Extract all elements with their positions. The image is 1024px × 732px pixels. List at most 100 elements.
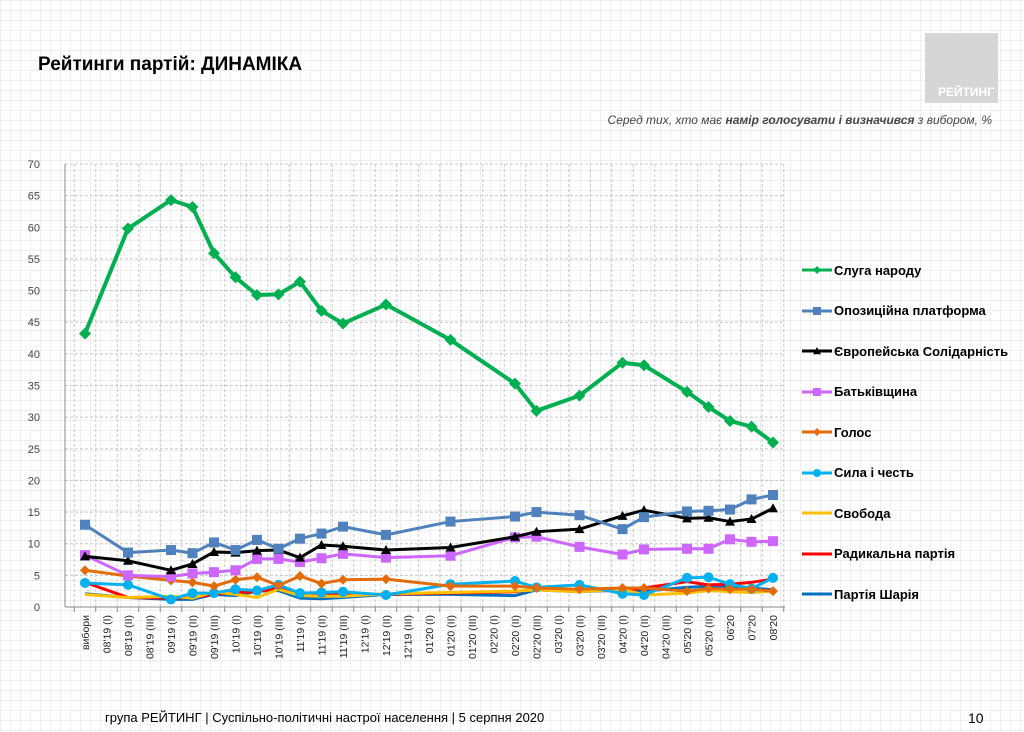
y-tick-label: 60 [28, 222, 40, 234]
diamond-marker [638, 359, 650, 372]
diamond-marker [315, 304, 328, 317]
square-marker [230, 565, 241, 576]
triangle-marker [510, 531, 520, 541]
x-tick-label: 02'20 (II) [510, 615, 522, 656]
diamond-marker [702, 401, 715, 414]
legend-swatch [802, 511, 832, 515]
square-marker [316, 528, 327, 539]
diamond-marker [445, 581, 456, 592]
diamond-marker [616, 356, 629, 369]
diamond-marker [209, 581, 219, 592]
logo-text: РЕЙТИНГ [937, 85, 994, 99]
square-marker [639, 544, 649, 555]
diamond-marker [186, 201, 199, 214]
diamond-marker [316, 578, 327, 589]
square-marker [682, 543, 692, 554]
x-tick-label: 09'19 (II) [188, 615, 200, 656]
diamond-marker [813, 266, 821, 275]
subtitle-bold: намір голосувати і визначився [725, 113, 915, 127]
square-marker [445, 550, 456, 561]
triangle-marker [381, 545, 391, 555]
y-tick-label: 35 [28, 381, 40, 393]
triangle-marker [252, 545, 262, 555]
diamond-marker [573, 389, 586, 402]
x-tick-label: 07'20 [747, 615, 759, 641]
circle-marker [166, 594, 176, 605]
square-marker [703, 505, 714, 516]
y-tick-label: 15 [28, 507, 40, 519]
square-marker [813, 306, 821, 315]
square-marker [768, 536, 778, 547]
y-tick-label: 30 [28, 412, 40, 424]
square-marker [574, 541, 585, 552]
triangle-marker [338, 541, 348, 551]
triangle-marker [768, 503, 778, 513]
square-marker [531, 507, 542, 518]
x-tick-label: 01'20 (II) [446, 615, 458, 656]
legend-item: Європейська Солідарність [802, 331, 1008, 372]
x-tick-label: 04'20 (III) [661, 615, 673, 659]
x-tick-label: 08'19 (I) [102, 615, 114, 653]
legend-item: Батьківщина [802, 372, 1008, 413]
circle-marker [209, 588, 219, 599]
legend-label: Партія Шарія [834, 586, 919, 602]
square-marker [252, 534, 262, 545]
legend-swatch [802, 428, 832, 437]
triangle-marker [209, 546, 219, 556]
diamond-marker [229, 271, 242, 284]
x-tick-label: вибори [80, 615, 92, 650]
triangle-marker [80, 551, 90, 561]
y-tick-label: 10 [28, 539, 40, 551]
circle-marker [703, 572, 714, 583]
diamond-marker [295, 570, 305, 581]
diamond-marker [338, 574, 348, 585]
diamond-marker [230, 574, 241, 585]
square-marker [123, 570, 133, 581]
subtitle-post: з вибором, % [914, 113, 992, 127]
diamond-marker [122, 222, 134, 235]
diamond-marker [768, 586, 778, 597]
legend-item: Партія Шарія [802, 574, 1008, 615]
x-tick-label: 06'20 [725, 615, 737, 641]
diamond-marker [639, 583, 649, 594]
x-tick-label: 08'20 [768, 615, 780, 641]
square-marker [531, 531, 542, 542]
legend-swatch [802, 266, 832, 275]
legend-label: Європейська Солідарність [834, 343, 1009, 359]
x-tick-label: 11'19 (II) [317, 615, 329, 655]
series-3 [80, 531, 778, 582]
legend-swatch [802, 552, 832, 556]
triangle-marker [445, 542, 456, 552]
square-marker [617, 549, 628, 560]
circle-marker [617, 588, 628, 599]
circle-marker [639, 589, 649, 600]
square-marker [295, 533, 305, 544]
diamond-marker [746, 584, 757, 595]
square-marker [338, 521, 348, 532]
circle-marker [123, 579, 133, 590]
square-marker [682, 506, 692, 517]
x-tick-label: 12'19 (I) [360, 615, 372, 653]
square-marker [273, 553, 284, 564]
legend-label: Голос [834, 424, 872, 440]
legend-item: Опозиційна платформа [802, 291, 1008, 332]
diamond-marker [682, 586, 692, 597]
legend-item: Голос [802, 412, 1008, 453]
square-marker [617, 524, 628, 535]
square-marker [273, 543, 284, 554]
x-tick-label: 03'20 (III) [596, 615, 608, 659]
x-tick-label: 12'19 (II) [381, 615, 393, 656]
circle-marker [252, 585, 262, 596]
x-tick-label: 03'20 (II) [575, 615, 587, 656]
triangle-marker [813, 347, 821, 355]
x-tick-label: 01'20 (III) [467, 615, 479, 659]
triangle-marker [574, 524, 585, 534]
square-marker [166, 571, 176, 582]
x-tick-label: 09'19 (III) [209, 615, 221, 659]
triangle-marker [295, 552, 305, 562]
square-marker [725, 534, 735, 545]
square-marker [725, 504, 735, 515]
square-marker [295, 557, 305, 568]
square-marker [574, 510, 585, 521]
